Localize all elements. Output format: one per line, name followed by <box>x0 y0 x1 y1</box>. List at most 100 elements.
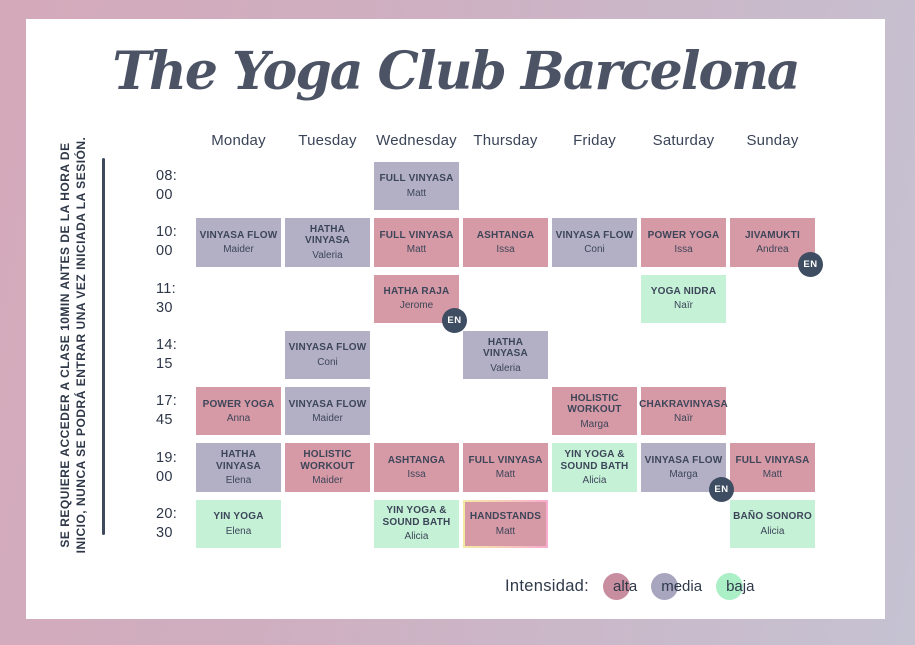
class-teacher: Alicia <box>760 525 785 537</box>
english-badge: EN <box>798 251 823 277</box>
class-card: HANDSTANDS Matt <box>463 500 548 548</box>
class-name: POWER YOGA <box>202 398 275 410</box>
schedule-grid: Monday Tuesday Wednesday Thursday Friday… <box>152 122 823 552</box>
schedule-slot: HATHA VINYASA Elena <box>194 439 283 495</box>
schedule-slot <box>550 496 639 552</box>
schedule-slot: YIN YOGA & SOUND BATH Alicia <box>372 496 461 552</box>
schedule-slot <box>372 327 461 383</box>
class-teacher: Elena <box>225 475 252 487</box>
class-card: ASHTANGA Issa <box>463 218 548 267</box>
schedule-slot <box>550 271 639 327</box>
time-label: 19: 00 <box>156 449 178 485</box>
schedule-slot: FULL VINYASA Matt <box>372 214 461 270</box>
class-card: YIN YOGA & SOUND BATH Alicia <box>552 443 637 492</box>
english-badge: EN <box>442 307 467 333</box>
schedule-slot: HATHA VINYASA Valeria <box>461 327 550 383</box>
class-card: POWER YOGA Issa <box>641 218 726 267</box>
class-teacher: Naïr <box>674 300 693 312</box>
class-teacher: Maider <box>312 413 343 425</box>
legend-item-baja: baja <box>716 572 754 600</box>
legend-item-label: alta <box>613 577 638 595</box>
day-header-wednesday: Wednesday <box>376 131 457 149</box>
schedule-slot: HOLISTIC WORKOUT Marga <box>550 383 639 439</box>
class-teacher: Anna <box>226 413 251 425</box>
class-card: FULL VINYASA Matt <box>463 443 548 492</box>
class-teacher: Coni <box>584 244 605 256</box>
schedule-slot <box>728 383 817 439</box>
class-card: HATHA VINYASA Valeria <box>285 218 370 267</box>
schedule-slot <box>639 496 728 552</box>
class-name: BAÑO SONORO <box>733 511 812 523</box>
class-card: FULL VINYASA Matt <box>374 162 459 211</box>
schedule-slot: VINYASA FLOW Coni <box>550 214 639 270</box>
class-card: VINYASA FLOW Marga EN <box>641 443 734 502</box>
legend: Intensidad: alta media baja <box>505 571 754 601</box>
media-intensity-dot <box>651 572 679 600</box>
side-note-divider <box>102 158 105 535</box>
legend-label: Intensidad: <box>505 576 590 595</box>
time-label: 08: 00 <box>156 168 178 204</box>
class-name: HOLISTIC WORKOUT <box>567 392 622 416</box>
schedule-slot: HATHA RAJA Jerome EN <box>372 271 467 333</box>
schedule-slot <box>639 327 728 383</box>
baja-intensity-dot <box>716 572 744 600</box>
class-card: POWER YOGA Anna <box>196 387 281 436</box>
english-badge: EN <box>709 476 734 502</box>
class-card: BAÑO SONORO Alicia <box>730 499 815 549</box>
schedule-slot <box>550 158 639 214</box>
schedule-slot: ASHTANGA Issa <box>372 439 461 495</box>
class-teacher: Issa <box>496 244 515 256</box>
schedule-slot <box>461 383 550 439</box>
class-card: VINYASA FLOW Coni <box>285 330 370 380</box>
class-card: VINYASA FLOW Coni <box>552 218 637 267</box>
class-teacher: Issa <box>407 469 426 481</box>
schedule-slot <box>461 158 550 214</box>
class-name: FULL VINYASA <box>379 173 454 185</box>
class-card: JIVAMUKTI Andrea EN <box>730 218 823 277</box>
schedule-slot <box>728 271 817 327</box>
class-card: HOLISTIC WORKOUT Maider <box>285 443 370 492</box>
class-name: VINYASA FLOW <box>555 229 634 241</box>
schedule-slot <box>283 158 372 214</box>
class-name: YOGA NIDRA <box>650 285 717 297</box>
class-teacher: Coni <box>317 356 338 368</box>
schedule-slot <box>194 158 283 214</box>
schedule-slot: HOLISTIC WORKOUT Maider <box>283 439 372 495</box>
class-card: HOLISTIC WORKOUT Marga <box>552 387 637 436</box>
alta-intensity-dot <box>603 572 631 600</box>
side-note-line1: SE REQUIERE ACCEDER A CLASE 10MIN ANTES … <box>58 142 72 548</box>
class-name: VINYASA FLOW <box>644 454 723 466</box>
time-label: 10: 00 <box>156 224 178 260</box>
class-teacher: Valeria <box>312 249 343 261</box>
class-teacher: Matt <box>406 187 427 199</box>
day-header-friday: Friday <box>573 131 616 149</box>
side-note: SE REQUIERE ACCEDER A CLASE 10MIN ANTES … <box>57 125 93 565</box>
class-teacher: Maider <box>223 244 254 256</box>
schedule-slot: HANDSTANDS Matt <box>461 496 550 552</box>
class-card: YIN YOGA Elena <box>196 499 281 549</box>
class-teacher: Maider <box>312 475 343 487</box>
class-name: POWER YOGA <box>647 229 720 241</box>
class-card: FULL VINYASA Matt <box>374 218 459 267</box>
class-name: HANDSTANDS <box>469 511 542 523</box>
class-teacher: Alicia <box>582 475 607 487</box>
class-name: HATHA VINYASA <box>483 336 528 360</box>
schedule-slot <box>461 271 550 327</box>
schedule-slot <box>283 496 372 552</box>
poster-card: The Yoga Club Barcelona SE REQUIERE ACCE… <box>26 19 885 619</box>
schedule-slot <box>372 383 461 439</box>
class-teacher: Matt <box>495 525 516 537</box>
class-name: HATHA VINYASA <box>305 223 350 247</box>
class-teacher: Valeria <box>490 362 521 374</box>
class-teacher: Marga <box>580 418 609 430</box>
class-teacher: Matt <box>406 244 427 256</box>
class-name: CHAKRAVINYASA <box>639 398 728 410</box>
legend-item-label: media <box>661 577 703 595</box>
class-name: YIN YOGA & SOUND BATH <box>560 449 629 472</box>
day-header-monday: Monday <box>211 131 266 149</box>
schedule-slot: CHAKRAVINYASA Naïr <box>639 383 728 439</box>
class-teacher: Jerome <box>399 300 434 312</box>
page-title: The Yoga Club Barcelona <box>112 41 800 102</box>
class-name: YIN YOGA <box>213 511 264 523</box>
schedule-slot: BAÑO SONORO Alicia <box>728 496 817 552</box>
